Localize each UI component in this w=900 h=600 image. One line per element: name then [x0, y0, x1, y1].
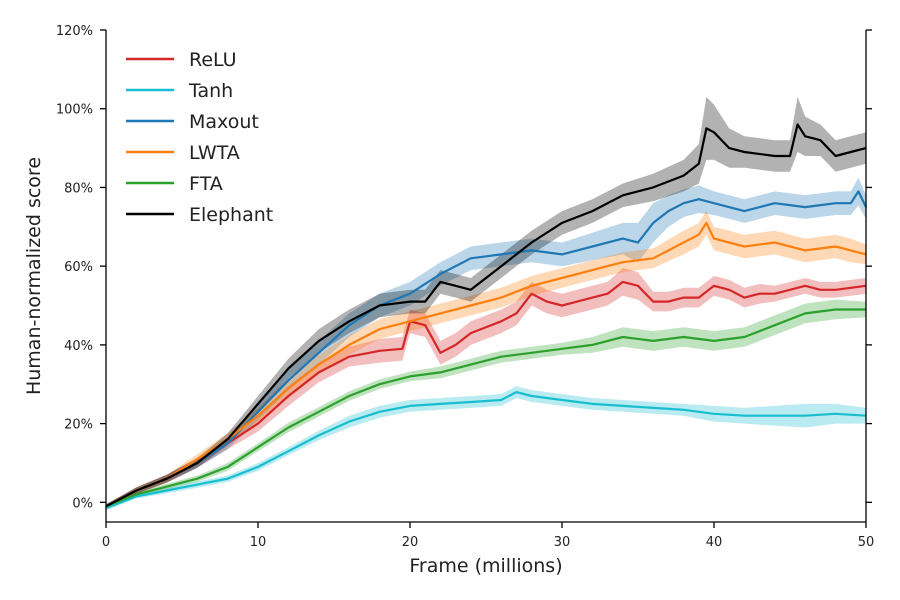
y-tick-label: 0%: [72, 496, 93, 511]
confidence-band-relu: [106, 268, 866, 509]
legend-entry-maxout: Maxout: [126, 111, 259, 133]
axes: [105, 30, 867, 523]
series-line-maxout: [105, 190, 867, 508]
legend: ReLU Tanh Maxout LWTA FTA Elephant: [126, 49, 273, 226]
legend-entry-relu: ReLU: [126, 49, 237, 71]
x-tick-label: 10: [250, 535, 267, 550]
legend-entry-elephant: Elephant: [126, 204, 273, 226]
legend-entry-lwta: LWTA: [126, 142, 240, 164]
legend-label: ReLU: [189, 49, 237, 71]
series-line-tanh: [105, 391, 867, 510]
y-tick-label: 120%: [56, 24, 93, 39]
x-tick-label: 30: [554, 535, 571, 550]
y-tick-label: 20%: [64, 418, 93, 433]
x-tick-label: 20: [402, 535, 419, 550]
legend-label: Elephant: [189, 204, 273, 226]
legend-label: LWTA: [189, 142, 240, 164]
y-axis-label: Human-normalized score: [23, 157, 45, 395]
y-tick-label: 60%: [64, 260, 93, 275]
x-tick-label: 50: [858, 535, 875, 550]
legend-label: Maxout: [189, 111, 259, 133]
legend-entry-tanh: Tanh: [126, 80, 233, 102]
confidence-band-elephant: [106, 96, 866, 509]
x-tick-label: 40: [706, 535, 723, 550]
legend-label: Tanh: [188, 80, 233, 102]
legend-entry-fta: FTA: [126, 173, 223, 195]
series-line-fta: [105, 308, 866, 508]
series-line-elephant: [105, 123, 867, 508]
x-tick-label: 0: [102, 535, 110, 550]
ticks: 0 10 20 30 40 50 0% 20% 40% 60% 80% 100% 120%: [56, 24, 874, 550]
series-line-lwta: [105, 221, 867, 508]
y-tick-label: 100%: [56, 103, 93, 118]
confidence-band-lwta: [106, 211, 866, 509]
y-tick-label: 80%: [64, 181, 93, 196]
y-tick-label: 40%: [64, 339, 93, 354]
series-line-relu: [105, 280, 867, 508]
series-lines: [105, 123, 867, 510]
confidence-band-maxout: [106, 177, 866, 509]
legend-label: FTA: [189, 173, 223, 195]
x-axis-label: Frame (millions): [409, 555, 562, 577]
